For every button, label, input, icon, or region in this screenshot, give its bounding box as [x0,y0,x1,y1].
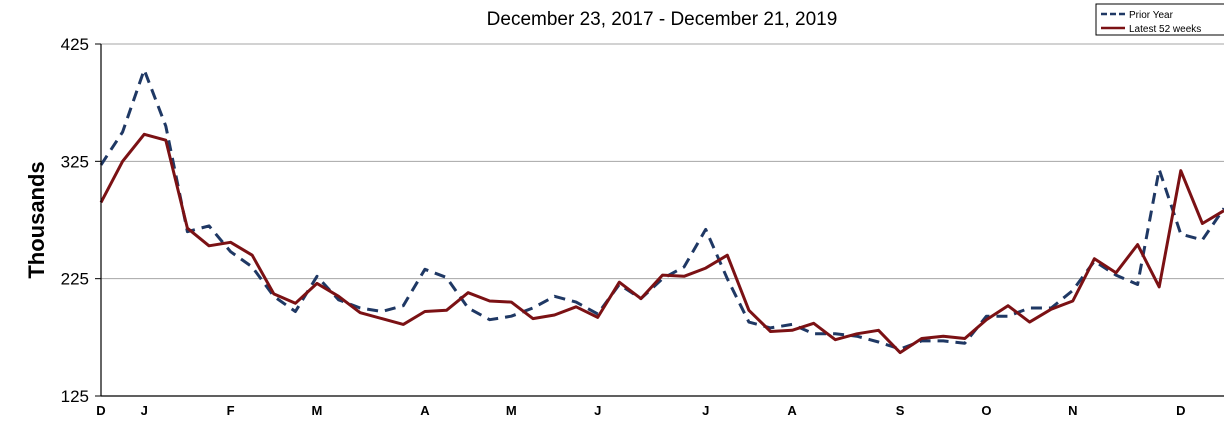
x-tick-label: F [227,403,235,418]
x-tick-label: D [96,403,105,418]
gridlines [95,43,1224,397]
y-tick-label: 125 [61,387,89,406]
x-tick-label: S [896,403,905,418]
chart-title: December 23, 2017 - December 21, 2019 [487,9,838,30]
x-tick-label: O [981,403,991,418]
legend-label-prior-year: Prior Year [1129,10,1174,21]
x-tick-label: D [1176,403,1185,418]
series-lines [99,68,1224,355]
y-tick-label: 325 [61,152,89,171]
x-tick-label: M [312,403,323,418]
x-tick-label: N [1068,403,1077,418]
legend: Prior Year Latest 52 weeks [1095,3,1224,36]
axes [100,44,1224,397]
y-tick-label: 425 [61,35,89,54]
x-tick-label: J [702,403,709,418]
legend-box [1095,3,1224,36]
y-axis-label: Thousands [24,161,49,278]
y-tick-label: 225 [61,270,89,289]
y-tick-labels: 125 225 325 425 [61,35,89,406]
x-tick-label: J [141,403,148,418]
x-tick-label: A [787,403,797,418]
series-line-prior-year [99,68,1224,351]
x-tick-label: M [506,403,517,418]
x-tick-label: J [594,403,601,418]
series-line-latest-52-weeks [99,132,1224,355]
legend-label-latest-52-weeks: Latest 52 weeks [1129,24,1201,35]
x-tick-label: A [420,403,430,418]
